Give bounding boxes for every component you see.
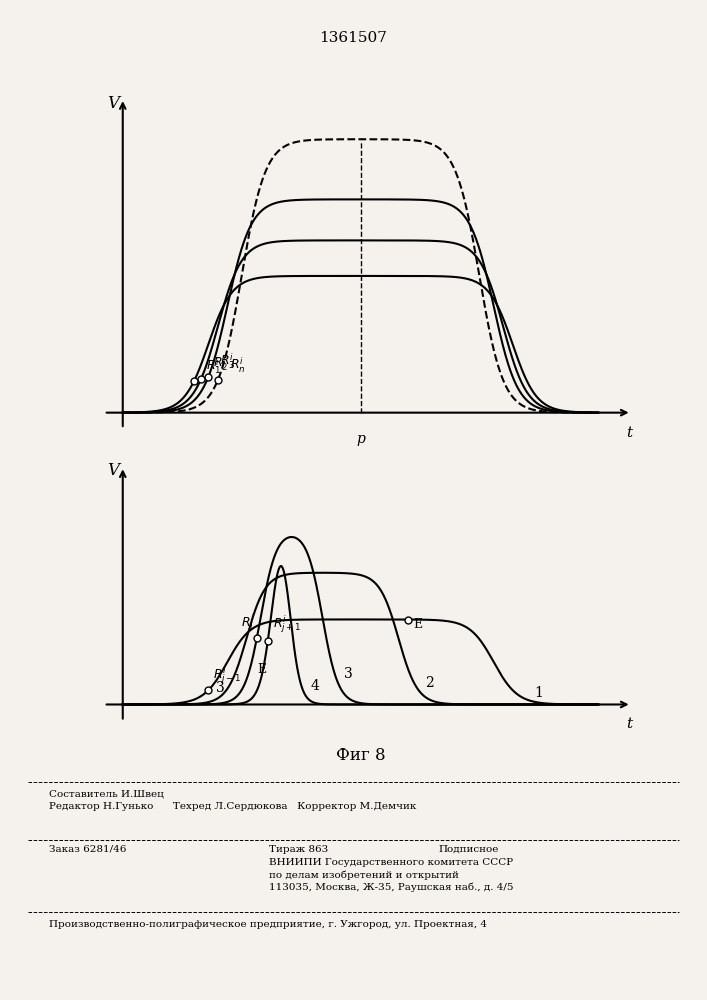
Text: E: E <box>413 618 422 631</box>
Text: Подписное: Подписное <box>438 845 498 854</box>
Text: Составитель И.Швец: Составитель И.Швец <box>49 790 164 799</box>
Text: Тираж 863: Тираж 863 <box>269 845 328 854</box>
Text: $R_j^i$: $R_j^i$ <box>240 612 255 634</box>
Text: Фиг 7: Фиг 7 <box>336 459 385 476</box>
Text: 2: 2 <box>425 676 433 690</box>
Text: Фиг 8: Фиг 8 <box>336 747 385 764</box>
Text: $R_{j-1}^i$: $R_{j-1}^i$ <box>213 664 242 686</box>
Text: t: t <box>626 426 632 440</box>
Text: E: E <box>257 663 267 676</box>
Text: V: V <box>107 462 119 479</box>
Text: 113035, Москва, Ж-35, Раушская наб., д. 4/5: 113035, Москва, Ж-35, Раушская наб., д. … <box>269 882 513 892</box>
Text: $R_1^i$: $R_1^i$ <box>206 356 221 376</box>
Text: $R_n^i$: $R_n^i$ <box>230 355 245 375</box>
Text: 1: 1 <box>534 686 543 700</box>
Text: $R_{j+1}^i$: $R_{j+1}^i$ <box>272 613 301 635</box>
Text: V: V <box>107 95 119 112</box>
Text: $R_2^i$: $R_2^i$ <box>213 354 228 373</box>
Text: 3: 3 <box>344 667 353 681</box>
Text: p: p <box>356 432 365 446</box>
Text: t: t <box>626 717 632 731</box>
Text: Редактор Н.Гунько      Техред Л.Сердюкова   Корректор М.Демчик: Редактор Н.Гунько Техред Л.Сердюкова Кор… <box>49 802 417 811</box>
Text: $R_3^i$: $R_3^i$ <box>221 352 236 371</box>
Text: Производственно-полиграфическое предприятие, г. Ужгород, ул. Проектная, 4: Производственно-полиграфическое предприя… <box>49 920 488 929</box>
Text: 4: 4 <box>310 679 320 693</box>
Text: 1361507: 1361507 <box>320 31 387 45</box>
Text: 3: 3 <box>216 681 225 695</box>
Text: по делам изобретений и открытий: по делам изобретений и открытий <box>269 870 459 880</box>
Text: Заказ 6281/46: Заказ 6281/46 <box>49 845 127 854</box>
Text: ВНИИПИ Государственного комитета СССР: ВНИИПИ Государственного комитета СССР <box>269 858 513 867</box>
